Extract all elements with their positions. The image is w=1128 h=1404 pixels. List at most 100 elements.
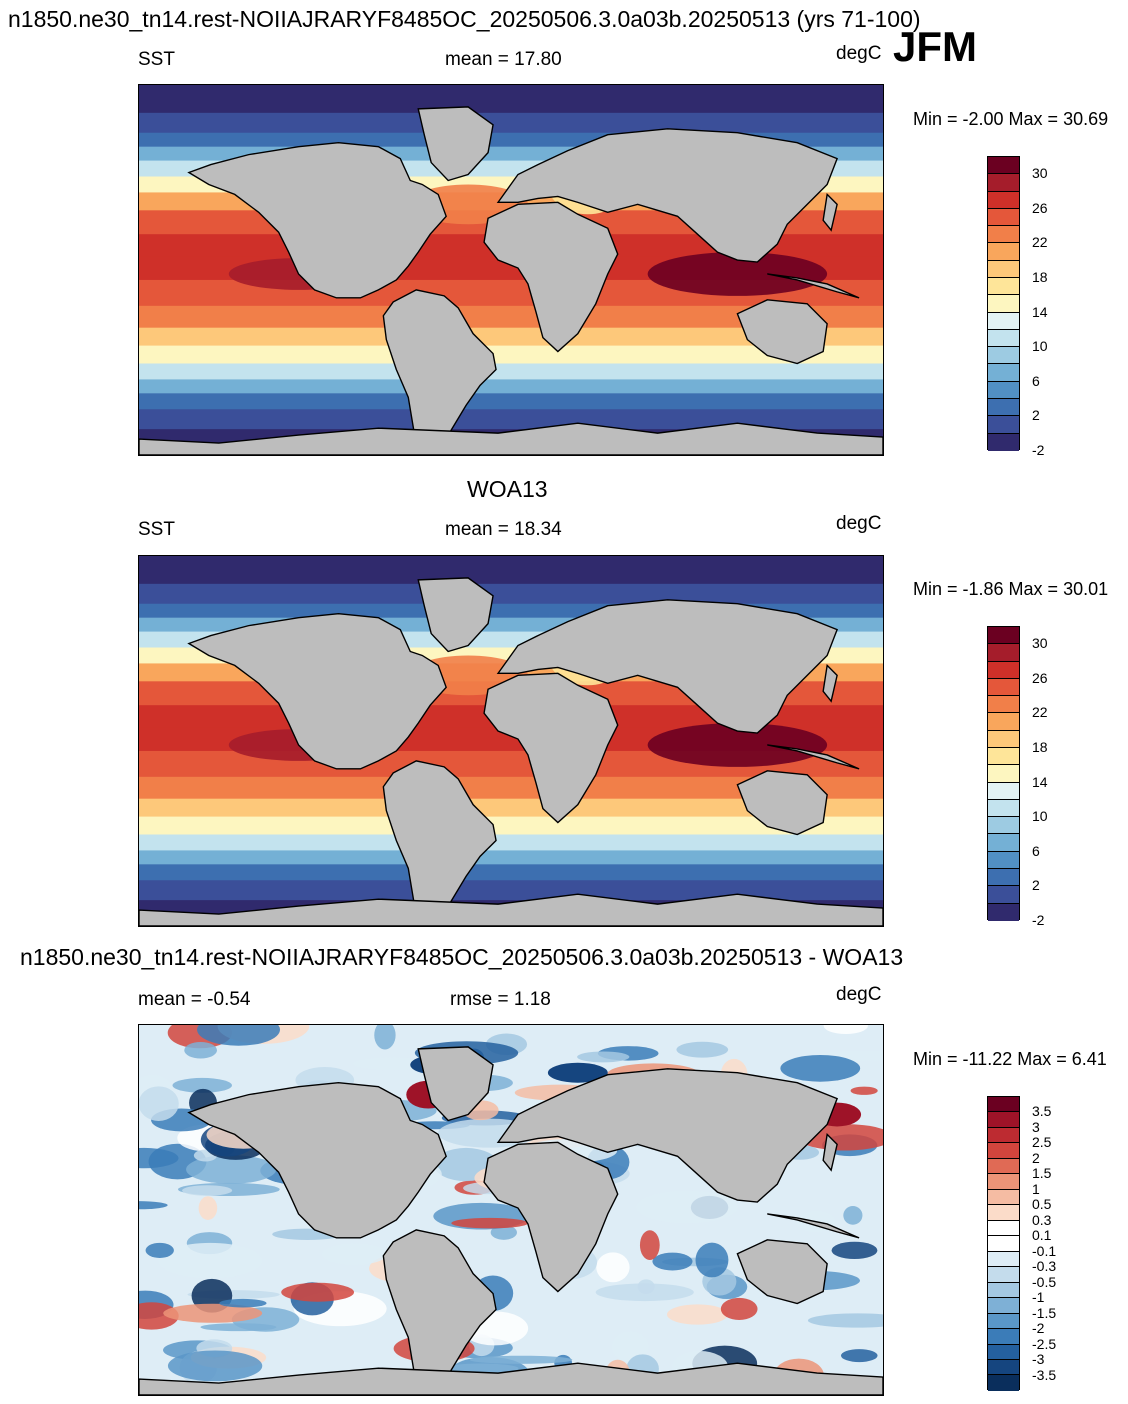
colorbar-swatch [988,713,1019,731]
panel-units-label: degC [836,984,882,1005]
colorbar-tick-label: 2 [1032,1149,1040,1166]
colorbar-swatch [988,799,1019,818]
colorbar-swatch [988,1313,1019,1330]
colorbar-tick-label: 22 [1032,704,1048,721]
colorbar-swatch [988,243,1019,261]
colorbar-swatch [988,765,1019,783]
colorbar [987,156,1020,451]
colorbar-swatch [988,730,1019,748]
colorbar-swatch [988,678,1019,697]
colorbar-tick-label: 2.5 [1032,1134,1052,1151]
colorbar-tick-label: 30 [1032,635,1048,652]
colorbar-tick-label: -1 [1032,1289,1045,1306]
colorbar-tick-label: 2 [1032,877,1040,894]
colorbar-tick-label: 2 [1032,407,1040,424]
colorbar-swatch [988,433,1019,451]
colorbar-swatch [988,644,1019,662]
colorbar-swatch [988,1282,1019,1299]
colorbar-swatch [988,1344,1019,1360]
colorbar-swatch [988,329,1019,348]
colorbar-swatch [988,661,1019,679]
map-difference [138,1024,884,1396]
colorbar-tick-label: 0.1 [1032,1227,1052,1244]
colorbar-tick-label: 26 [1032,669,1048,686]
colorbar-swatch [988,364,1019,382]
season-label: JFM [893,23,977,70]
colorbar [987,626,1020,921]
colorbar-swatch [988,191,1019,209]
colorbar-swatch [988,1097,1019,1113]
minmax-label: Min = -2.00 Max = 30.69 [913,109,1109,129]
minmax-label: Min = -11.22 Max = 6.41 [913,1049,1107,1069]
colorbar-tick-label: 0.3 [1032,1211,1052,1228]
panel-mean-label: mean = 17.80 [445,49,562,70]
colorbar-swatch [988,157,1019,175]
colorbar-swatch [988,1205,1019,1221]
map-model-sst [138,84,884,456]
panel-left-label: SST [138,49,175,70]
colorbar-tick-label: -2 [1032,1320,1045,1337]
colorbar-tick-label: 10 [1032,338,1048,355]
colorbar-tick-label: 30 [1032,165,1048,182]
colorbar-tick-label: -2 [1032,442,1045,458]
colorbar-tick-label: -1.5 [1032,1304,1057,1321]
colorbar-tick-label: 18 [1032,739,1048,756]
colorbar-tick-label: 1.5 [1032,1165,1052,1182]
panel-rmse-label: rmse = 1.18 [450,989,551,1010]
colorbar-swatch [988,1375,1019,1391]
colorbar-swatch [988,312,1019,330]
colorbar-tick-label: 0.5 [1032,1196,1052,1213]
minmax-label: Min = -1.86 Max = 30.01 [913,579,1109,599]
colorbar-tick-label: -0.5 [1032,1273,1057,1290]
colorbar-swatch [988,208,1019,227]
page-title: n1850.ne30_tn14.rest-NOIIAJRARYF8485OC_2… [8,6,921,32]
colorbar-tick-label: 1 [1032,1180,1040,1197]
colorbar-tick-label: 14 [1032,773,1048,790]
colorbar-tick-label: 6 [1032,372,1040,389]
colorbar-swatch [988,1174,1019,1190]
colorbar-tick-label: 3 [1032,1118,1040,1135]
colorbar-swatch [988,1236,1019,1252]
colorbar-swatch [988,260,1019,278]
colorbar-swatch [988,381,1019,399]
colorbar-swatch [988,886,1019,904]
colorbar-swatch [988,1251,1019,1268]
colorbar-swatch [988,1298,1019,1314]
colorbar-tick-label: 6 [1032,842,1040,859]
colorbar-swatch [988,1127,1019,1144]
panel-title: WOA13 [467,476,548,502]
colorbar [987,1096,1020,1391]
colorbar-swatch [988,1112,1019,1128]
colorbar-tick-label: 18 [1032,269,1048,286]
colorbar-swatch [988,1267,1019,1283]
map-woa13-sst [138,555,884,927]
colorbar-swatch [988,868,1019,887]
panel-units-label: degC [836,43,882,64]
colorbar-swatch [988,1359,1019,1376]
panel-title: n1850.ne30_tn14.rest-NOIIAJRARYF8485OC_2… [20,944,904,970]
colorbar-tick-label: -3.5 [1032,1366,1057,1383]
colorbar-swatch [988,627,1019,645]
colorbar-swatch [988,226,1019,244]
colorbar-tick-label: -2 [1032,912,1045,928]
colorbar-swatch [988,782,1019,800]
colorbar-swatch [988,347,1019,365]
colorbar-tick-label: -3 [1032,1351,1045,1368]
colorbar-tick-label: 22 [1032,234,1048,251]
colorbar-tick-label: 14 [1032,303,1048,320]
colorbar-tick-label: -2.5 [1032,1335,1057,1352]
colorbar-tick-label: 26 [1032,199,1048,216]
colorbar-swatch [988,817,1019,835]
panel-units-label: degC [836,513,882,534]
colorbar-swatch [988,398,1019,417]
colorbar-swatch [988,1189,1019,1206]
colorbar-swatch [988,851,1019,869]
colorbar-swatch [988,834,1019,852]
panel-mean-label: mean = -0.54 [138,989,251,1010]
colorbar-tick-label: -0.1 [1032,1242,1057,1259]
colorbar-swatch [988,1220,1019,1237]
colorbar-swatch [988,416,1019,434]
colorbar-tick-label: 10 [1032,808,1048,825]
colorbar-swatch [988,1158,1019,1175]
panel-left-label: SST [138,519,175,540]
